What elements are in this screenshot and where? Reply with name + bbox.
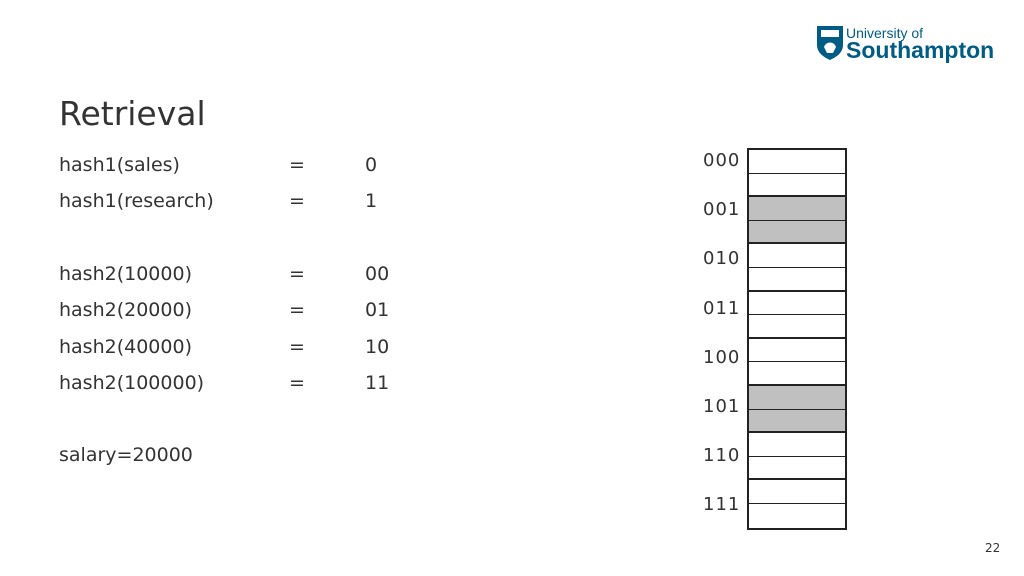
hash-row: hash2(100000) = 11 [59, 372, 389, 394]
bucket-label: 011 [703, 297, 741, 319]
hash-value: 0 [365, 154, 378, 176]
bucket-label: 001 [703, 199, 741, 221]
hash-expression: hash2(20000) [59, 299, 192, 321]
hash-equals: = [289, 263, 305, 285]
hash-equals: = [289, 154, 305, 176]
bucket-grid [747, 148, 847, 530]
bucket-slot [749, 292, 845, 316]
hash-expression: hash2(40000) [59, 336, 192, 358]
bucket-slot [749, 315, 845, 339]
hash-expression: hash1(research) [59, 190, 214, 212]
bucket-slot [749, 220, 845, 245]
hash-value: 11 [365, 372, 390, 394]
hash-value: 1 [365, 190, 378, 212]
bucket-slot [749, 268, 845, 292]
hash-row: hash2(40000) = 10 [59, 336, 389, 358]
bucket-slot [749, 385, 845, 410]
hash-expression: hash2(100000) [59, 372, 205, 394]
bucket-label: 101 [703, 396, 741, 417]
hash-row: hash2(10000) = 00 [59, 263, 389, 285]
bucket-slot [749, 244, 845, 268]
university-logo: University of Southampton [816, 25, 994, 65]
bucket-slot [749, 197, 845, 221]
logo-line2: Southampton [846, 37, 995, 63]
bucket-label: 111 [703, 494, 741, 516]
hash-value: 10 [365, 336, 390, 358]
page-number: 22 [985, 541, 1001, 555]
hash-value: 00 [365, 263, 390, 285]
bucket-slot [749, 504, 845, 528]
hash-equals: = [289, 336, 305, 358]
hash-row: hash2(20000) = 01 [59, 299, 389, 321]
bucket-slot [749, 480, 845, 504]
bucket-slot [749, 174, 845, 198]
logo-line1: University of [846, 25, 924, 41]
bucket-slot [749, 362, 845, 386]
bucket-label: 100 [703, 346, 741, 368]
slide-title: Retrieval [59, 94, 206, 133]
bucket-label: 000 [703, 150, 741, 171]
bucket-slot [749, 150, 845, 174]
hash-row: hash1(sales) = 0 [59, 154, 377, 176]
bucket-slot [749, 409, 845, 434]
bucket-slot [749, 457, 845, 481]
hash-equals: = [289, 190, 305, 212]
hash-row: hash1(research) = 1 [59, 190, 377, 212]
bucket-label: 110 [703, 445, 741, 467]
bucket-label: 010 [703, 248, 741, 270]
bucket-slot [749, 339, 845, 363]
hash-expression: hash1(sales) [59, 154, 180, 176]
hash-value: 01 [365, 299, 390, 321]
hash-equals: = [289, 299, 305, 321]
hash-expression: hash2(10000) [59, 263, 192, 285]
query-text: salary=20000 [59, 444, 193, 466]
bucket-slot [749, 433, 845, 457]
hash-equals: = [289, 372, 305, 394]
shield-crest-icon [817, 26, 843, 60]
